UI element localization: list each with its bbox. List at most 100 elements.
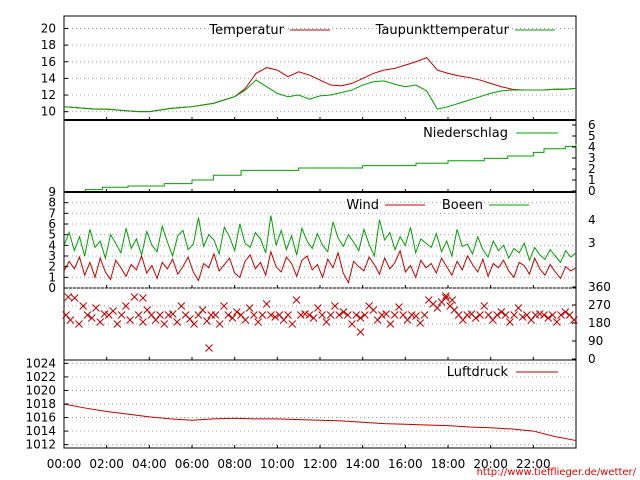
wind-direction-point <box>232 308 241 316</box>
wind-direction-point <box>433 304 442 312</box>
wind-ytick-label: 0 <box>48 281 56 295</box>
temperature-ytick-label: 20 <box>41 21 56 35</box>
x-tick-label: 14:00 <box>345 457 380 471</box>
wind-direction-point <box>262 300 271 308</box>
pressure-ytick-label: 1024 <box>25 356 56 370</box>
wind-direction-point <box>279 316 288 324</box>
wind-direction-point <box>151 316 160 324</box>
wind-direction-point <box>420 311 429 319</box>
wind-direction-point <box>395 303 403 311</box>
wind-direction-point <box>557 311 565 319</box>
precipitation-ytick-label: 6 <box>588 118 596 132</box>
wind-direction-point <box>335 311 344 319</box>
pressure-legend-label: Luftdruck <box>447 365 509 380</box>
pressure-ytick-label: 1016 <box>25 411 56 425</box>
wind-direction-point <box>241 316 250 324</box>
wind-ytick-label: 9 <box>48 185 56 199</box>
wind-direction-point <box>442 292 450 300</box>
temperature-ytick-label: 10 <box>41 105 56 119</box>
wind-direction-point <box>92 304 100 312</box>
pressure-ytick-label: 1012 <box>25 438 56 452</box>
wind-direction-point <box>570 316 578 324</box>
wind-direction-point <box>198 306 207 314</box>
wind-direction-point <box>480 302 489 310</box>
wind-direction-point <box>352 311 361 319</box>
wind-direction-point <box>284 311 292 319</box>
wind-direction-point <box>237 311 245 319</box>
wind-series-wind <box>63 249 577 285</box>
wind-direction-point <box>190 320 198 328</box>
x-tick-label: 08:00 <box>217 457 252 471</box>
wind-direction-point <box>476 311 484 319</box>
wind-direction-point <box>356 314 365 322</box>
wind-direction-point <box>267 311 275 319</box>
wind-direction-point <box>501 311 510 319</box>
wind-direction-point <box>254 318 262 326</box>
wind-direction-point <box>160 320 169 328</box>
wind-right-tick-label: 4 <box>588 213 596 227</box>
wind-direction-point <box>83 311 92 319</box>
wind-direction-point <box>220 302 228 310</box>
wind-direction-point <box>399 311 408 319</box>
x-tick-label: 00:00 <box>47 457 82 471</box>
wind-ytick-label: 1 <box>48 270 56 284</box>
wind-direction-point <box>186 315 194 323</box>
wind-direction-ytick-label: 180 <box>588 316 611 330</box>
pressure-ytick-label: 1020 <box>25 383 56 397</box>
wind-direction-point <box>493 311 501 319</box>
precipitation-ytick-label: 0 <box>588 184 596 198</box>
wind-direction-point <box>360 311 369 319</box>
wind-direction-point <box>139 294 147 302</box>
wind-direction-point <box>510 311 518 319</box>
wind-direction-point <box>544 314 553 322</box>
wind-direction-point <box>143 306 152 314</box>
wind-legend-label: Boeen <box>442 198 483 213</box>
temperature-ytick-label: 18 <box>41 38 56 52</box>
wind-direction-point <box>109 307 117 315</box>
wind-direction-point <box>373 316 382 324</box>
wind-direction-point <box>442 294 450 302</box>
wind-direction-point <box>497 308 506 316</box>
x-tick-label: 12:00 <box>303 457 338 471</box>
wind-direction-point <box>288 320 297 328</box>
wind-direction-point <box>130 293 139 301</box>
wind-direction-point <box>275 311 284 319</box>
wind-direction-point <box>339 308 348 316</box>
wind-direction-point <box>64 293 73 301</box>
wind-direction-point <box>305 311 314 319</box>
wind-direction-ytick-label: 0 <box>588 352 596 366</box>
x-axis: 00:00 02:00 04:00 06:00 08:00 10:00 12:00 14:00… <box>47 457 551 471</box>
pressure-ytick-label: 1022 <box>25 370 56 384</box>
wind-series-boeen <box>63 215 577 264</box>
wind-direction-point <box>147 311 156 319</box>
x-tick-label: 20:00 <box>473 457 508 471</box>
wind-direction-point <box>139 318 147 326</box>
wind-direction-point <box>454 311 463 319</box>
x-tick-label: 02:00 <box>89 457 124 471</box>
wind-direction-point <box>331 302 339 310</box>
wind-direction-point <box>386 320 395 328</box>
wind-direction-point <box>70 294 79 302</box>
wind-direction-point <box>540 311 548 319</box>
panel-wind-direction: 0 90 180 270 360 <box>62 280 611 366</box>
pressure-ytick-label: 1014 <box>25 424 56 438</box>
wind-direction-ytick-label: 360 <box>588 280 611 294</box>
wind-direction-point <box>518 313 527 321</box>
x-tick-label: 04:00 <box>132 457 167 471</box>
wind-direction-point <box>527 316 536 324</box>
wind-direction-point <box>356 328 365 336</box>
pressure-ytick-label: 1018 <box>25 397 56 411</box>
wind-direction-point <box>215 320 224 328</box>
wind-direction-point <box>258 311 267 319</box>
wind-direction-point <box>484 311 493 319</box>
wind-direction-point <box>224 311 233 319</box>
credit-url: http://www.tiefflieger.de/wetter/ <box>477 467 637 478</box>
wind-direction-point <box>471 314 480 322</box>
wind-direction-point <box>488 316 497 324</box>
wind-direction-point <box>565 311 574 319</box>
temperature-ytick-label: 14 <box>41 71 56 85</box>
wind-direction-point <box>412 312 420 320</box>
wind-direction-point <box>156 311 164 319</box>
